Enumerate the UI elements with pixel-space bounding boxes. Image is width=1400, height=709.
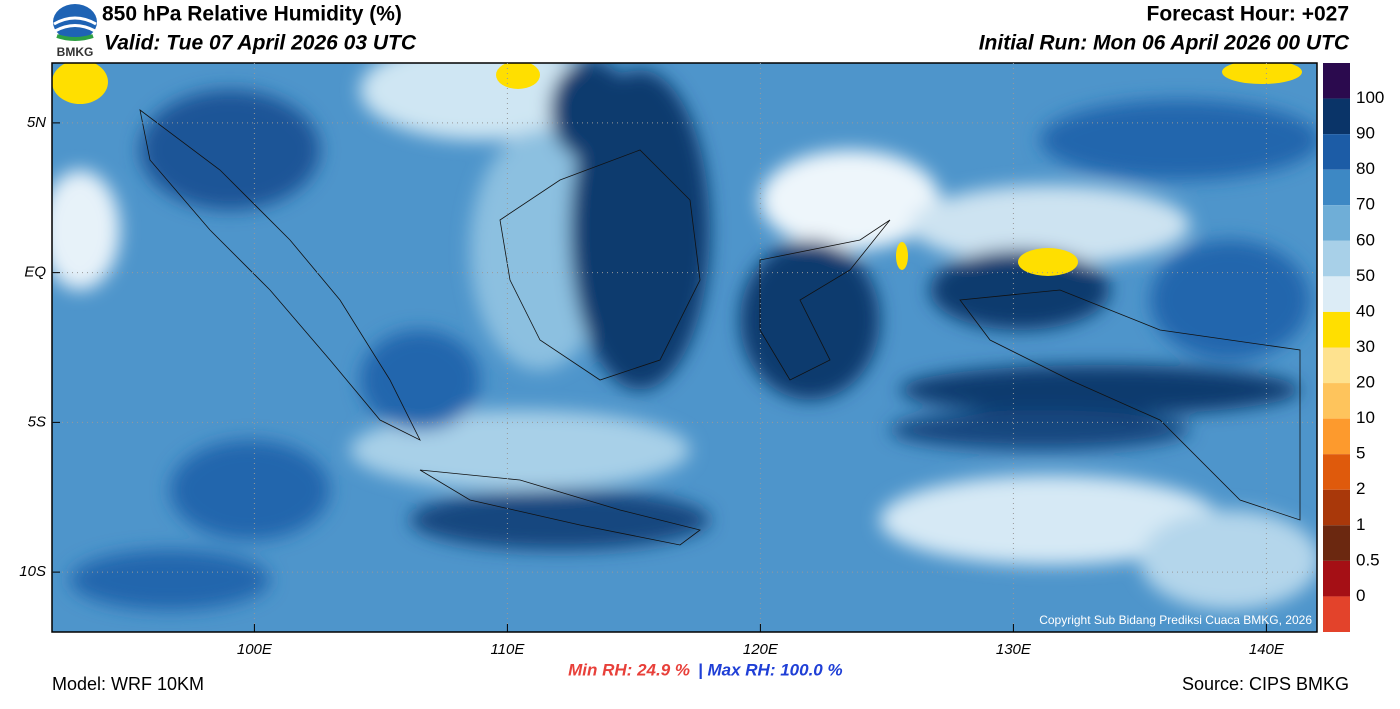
colorbar-box	[1323, 311, 1350, 348]
colorbar-box	[1323, 98, 1350, 135]
title: 850 hPa Relative Humidity (%)	[102, 3, 402, 26]
colorbar-label: 60	[1356, 230, 1375, 249]
x-tick-label: 130E	[996, 641, 1032, 658]
colorbar-box	[1323, 347, 1350, 384]
colorbar-label: 30	[1356, 337, 1375, 356]
colorbar-label: 5	[1356, 444, 1365, 463]
colorbar-label: 40	[1356, 301, 1375, 320]
colorbar-box	[1323, 560, 1350, 597]
logo: BMKG	[53, 4, 97, 59]
colorbar-box	[1323, 418, 1350, 455]
min-rh: Min RH: 24.9 %	[568, 660, 690, 679]
colorbar-box	[1323, 596, 1350, 632]
colorbar-box	[1323, 240, 1350, 277]
valid-time: Valid: Tue 07 April 2026 03 UTC	[104, 32, 417, 55]
x-tick-label: 110E	[490, 641, 525, 658]
y-tick-label: EQ	[24, 264, 46, 281]
colorbar-box	[1323, 134, 1350, 170]
copyright: Copyright Sub Bidang Prediksi Cuaca BMKG…	[1039, 613, 1312, 627]
x-tick-label: 100E	[237, 641, 273, 658]
colorbar-label: 2	[1356, 479, 1365, 498]
x-tick-label: 120E	[743, 641, 779, 658]
colorbar-box	[1323, 63, 1350, 99]
initial-run: Initial Run: Mon 06 April 2026 00 UTC	[979, 32, 1350, 55]
colorbar-label: 20	[1356, 373, 1375, 392]
plot-frame	[51, 62, 1318, 633]
colorbar-label: 10	[1356, 408, 1375, 427]
colorbar-label: 0	[1356, 586, 1365, 605]
y-tick-label: 5N	[27, 114, 46, 131]
colorbar-label: 100	[1356, 88, 1384, 107]
colorbar-label: 1	[1356, 515, 1365, 534]
colorbar-box	[1323, 525, 1350, 561]
model: Model: WRF 10KM	[52, 674, 204, 694]
colorbar-label: 70	[1356, 195, 1375, 214]
source: Source: CIPS BMKG	[1182, 674, 1349, 694]
y-tick-label: 10S	[19, 563, 46, 580]
y-tick-label: 5S	[28, 413, 46, 430]
colorbar-box	[1323, 383, 1350, 419]
colorbar-label: 80	[1356, 159, 1375, 178]
colorbar-label: 50	[1356, 266, 1375, 285]
colorbar-box	[1323, 205, 1350, 241]
colorbar-box	[1323, 276, 1350, 312]
colorbar-label: 0.5	[1356, 550, 1380, 569]
max-rh: | Max RH: 100.0 %	[698, 660, 843, 679]
colorbar-box	[1323, 454, 1350, 490]
x-tick-label: 140E	[1249, 641, 1285, 658]
colorbar-label: 90	[1356, 124, 1375, 143]
colorbar-box	[1323, 489, 1350, 526]
logo-text: BMKG	[57, 45, 94, 59]
humidity-field	[52, 63, 1317, 632]
colorbar-box	[1323, 169, 1350, 206]
forecast-hour: Forecast Hour: +027	[1147, 3, 1350, 26]
